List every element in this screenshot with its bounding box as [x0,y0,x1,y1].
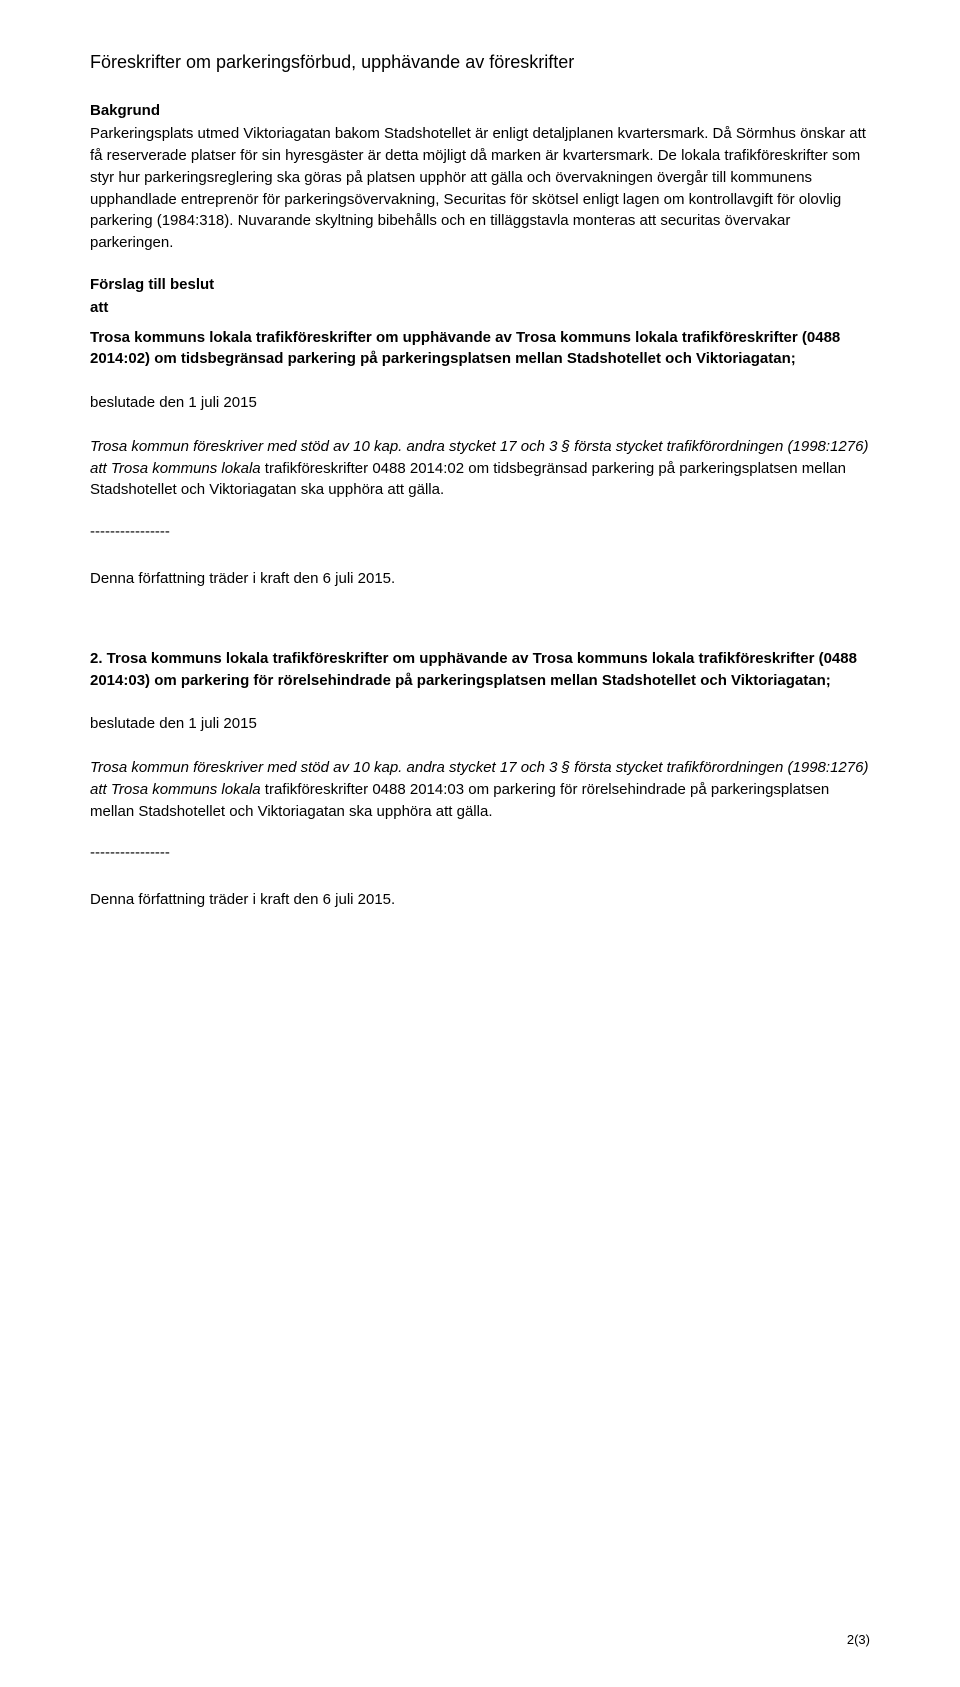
beslutade-date-2: beslutade den 1 juli 2015 [90,713,870,735]
ikraft-1: Denna författning träder i kraft den 6 j… [90,568,870,590]
beslut2-body: Trosa kommun föreskriver med stöd av 10 … [90,757,870,822]
page: Föreskrifter om parkeringsförbud, upphäv… [0,0,960,1687]
spacer [90,612,870,648]
att-label: att [90,297,870,319]
beslutade-date-1: beslutade den 1 juli 2015 [90,392,870,414]
page-title: Föreskrifter om parkeringsförbud, upphäv… [90,50,870,74]
beslut1-body: Trosa kommun föreskriver med stöd av 10 … [90,436,870,501]
bakgrund-heading: Bakgrund [90,102,870,119]
forslag-heading: Förslag till beslut [90,276,870,293]
bakgrund-text: Parkeringsplats utmed Viktoriagatan bako… [90,123,870,254]
ikraft-2: Denna författning träder i kraft den 6 j… [90,889,870,911]
beslut1-title: Trosa kommuns lokala trafikföreskrifter … [90,327,870,371]
dashes-2: ---------------- [90,844,870,861]
page-footer: 2(3) [847,1632,870,1647]
beslut2-title: 2. Trosa kommuns lokala trafikföreskrift… [90,648,870,692]
dashes-1: ---------------- [90,523,870,540]
